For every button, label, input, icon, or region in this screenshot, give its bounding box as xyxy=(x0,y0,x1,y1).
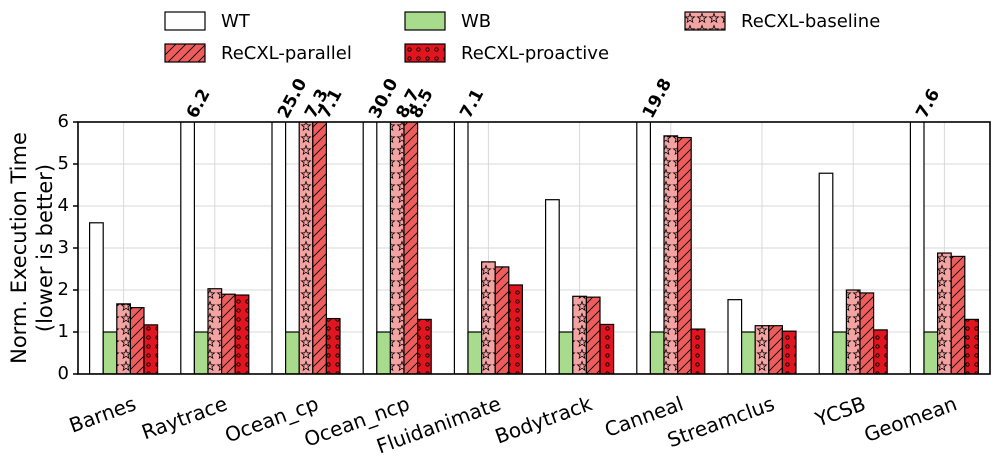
bar xyxy=(649,331,665,374)
x-tick-label: Geomean xyxy=(861,391,960,447)
legend-swatch xyxy=(164,11,206,31)
bar-pattern xyxy=(964,319,979,374)
bar-pattern xyxy=(873,329,888,374)
bar xyxy=(818,172,834,374)
y-tick-label: 0 xyxy=(58,363,69,384)
y-tick-label: 6 xyxy=(58,111,69,132)
bar-pattern xyxy=(417,319,432,374)
legend-swatch xyxy=(404,11,446,31)
bar xyxy=(832,331,847,374)
bar xyxy=(285,331,300,374)
y-axis-label: (lower is better) xyxy=(33,164,57,332)
y-tick-label: 5 xyxy=(58,153,69,174)
bar xyxy=(193,331,209,374)
value-label: 19.8 xyxy=(639,75,676,121)
legend-label: WB xyxy=(461,11,491,32)
legend-label: WT xyxy=(221,11,251,32)
bar xyxy=(544,199,560,374)
bar-pattern xyxy=(495,266,509,374)
bar-pattern xyxy=(208,288,222,374)
legend-swatch-pattern xyxy=(405,44,445,62)
bar xyxy=(453,122,469,374)
bar-pattern xyxy=(144,324,158,374)
bar-pattern xyxy=(299,122,313,374)
bar-pattern xyxy=(664,135,678,374)
x-tick-label: Bodytrack xyxy=(492,391,596,448)
y-tick-label: 4 xyxy=(58,195,69,216)
bar-pattern xyxy=(586,297,600,374)
bar xyxy=(88,222,104,374)
legend-swatch-pattern xyxy=(685,12,725,30)
legend-label: ReCXL-parallel xyxy=(221,43,352,64)
bar xyxy=(376,331,391,374)
bar-pattern xyxy=(755,325,769,374)
bar-pattern xyxy=(508,284,523,374)
bar-pattern xyxy=(846,290,860,374)
bar-pattern xyxy=(860,292,874,374)
legend-label: ReCXL-baseline xyxy=(741,11,880,32)
legend-label: ReCXL-proactive xyxy=(461,43,609,64)
bar xyxy=(467,331,483,374)
x-tick-label: Barnes xyxy=(66,391,139,437)
bar-pattern xyxy=(312,122,327,374)
bar-pattern xyxy=(235,295,249,374)
plot-frame xyxy=(77,121,991,375)
bar xyxy=(909,122,925,374)
value-label: 7.1 xyxy=(456,86,488,122)
bar xyxy=(740,331,756,374)
bar xyxy=(180,122,196,374)
bar-pattern xyxy=(951,256,965,374)
bar-pattern xyxy=(130,307,144,374)
x-tick-label: Raytrace xyxy=(138,391,230,444)
x-tick-label: YCSB xyxy=(811,391,869,432)
legend-swatch-pattern xyxy=(165,44,205,62)
bar-pattern xyxy=(404,122,418,374)
bar xyxy=(558,331,574,374)
bar-pattern xyxy=(600,324,614,374)
bar xyxy=(362,122,378,374)
y-tick-label: 2 xyxy=(58,279,69,300)
bar-pattern xyxy=(572,296,587,374)
y-tick-label: 1 xyxy=(58,321,69,342)
bar xyxy=(636,122,651,374)
bar-pattern xyxy=(691,329,705,374)
y-axis-label: Norm. Execution Time xyxy=(7,132,31,364)
bar-pattern xyxy=(326,318,340,374)
bar xyxy=(102,331,118,374)
bar-pattern xyxy=(481,261,496,374)
value-label: 7.6 xyxy=(912,86,944,122)
bar xyxy=(271,122,287,374)
bar-pattern xyxy=(221,294,236,374)
bar-pattern xyxy=(782,331,796,374)
bar xyxy=(923,331,939,374)
bar-pattern xyxy=(116,303,131,374)
bar-pattern xyxy=(768,325,783,374)
bar xyxy=(727,299,743,374)
bar-pattern xyxy=(677,137,692,374)
bar-pattern xyxy=(937,253,952,374)
value-label: 6.2 xyxy=(183,86,215,122)
y-tick-label: 3 xyxy=(58,237,69,258)
bar-pattern xyxy=(390,122,404,374)
